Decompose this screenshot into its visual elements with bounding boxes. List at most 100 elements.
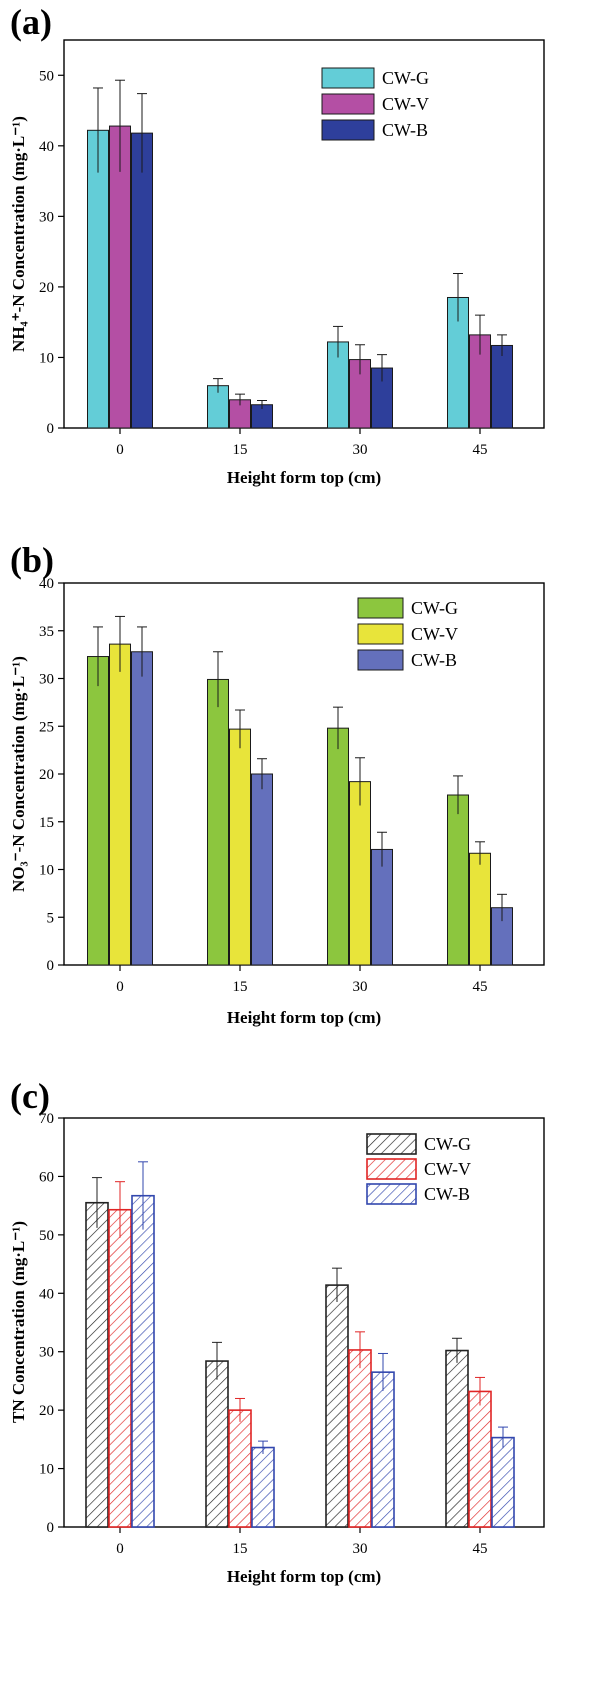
chart-panel-c: (c) 0 10 20 30 40 50 60 70 0 15 30 45 CW-G CW-V CW-B…	[9, 1076, 545, 1586]
error-bars-c	[92, 1161, 508, 1454]
legend-b: CW-G CW-V CW-B	[357, 597, 458, 671]
y-axis-title-b: NO₃⁻-N Concentration (mg·L⁻¹)	[9, 656, 28, 892]
y-tick-label: 25	[39, 719, 54, 735]
bar	[325, 1284, 349, 1528]
bar	[87, 656, 109, 966]
bar	[445, 1349, 469, 1528]
plot-frame-a	[63, 39, 545, 429]
x-tick-label: 0	[116, 1541, 124, 1557]
legend-label: CW-V	[382, 94, 429, 114]
y-tick-label: 20	[39, 767, 54, 783]
error-bars-a	[93, 79, 507, 409]
y-tick-label: 40	[39, 139, 54, 155]
panel-label-b: (b)	[10, 540, 54, 580]
bar	[205, 1360, 229, 1528]
legend-swatch	[366, 1133, 417, 1155]
y-tick-label: 40	[39, 576, 54, 592]
legend-c: CW-G CW-V CW-B	[366, 1133, 471, 1205]
bar	[109, 643, 131, 966]
legend-swatch	[366, 1183, 417, 1205]
bar	[468, 1390, 492, 1528]
x-axis-title-a: Height form top (cm)	[227, 468, 381, 487]
bar	[229, 728, 251, 966]
y-tick-label: 15	[39, 815, 54, 831]
chart-panel-a: (a) 0 10 20 30 40 50 0 15 30 45 CW-G CW-V CW-B Hei…	[9, 2, 545, 487]
legend-label: CW-G	[424, 1134, 471, 1154]
y-axis-title-c: TN Concentration (mg·L⁻¹)	[9, 1221, 28, 1423]
legend-swatch	[321, 93, 375, 115]
y-tick-label: 10	[39, 1462, 54, 1478]
x-axis-title-b: Height form top (cm)	[227, 1008, 381, 1027]
legend-swatch	[357, 649, 404, 671]
legend-swatch	[366, 1158, 417, 1180]
legend-label: CW-V	[411, 624, 458, 644]
legend-label: CW-V	[424, 1159, 471, 1179]
bar	[207, 678, 229, 966]
bar	[447, 794, 469, 966]
y-tick-label: 10	[39, 350, 54, 366]
legend-swatch	[357, 597, 404, 619]
bar	[131, 132, 153, 429]
x-tick-label: 30	[353, 442, 368, 458]
bar	[251, 1446, 275, 1528]
x-tick-label: 45	[473, 1541, 488, 1557]
legend-swatch	[321, 67, 375, 89]
bar	[108, 1208, 132, 1528]
panel-label-a: (a)	[10, 2, 52, 42]
bar	[491, 1436, 515, 1528]
x-tick-label: 15	[233, 442, 248, 458]
bar	[87, 129, 109, 429]
x-tick-label: 0	[116, 442, 124, 458]
y-tick-label: 20	[39, 1403, 54, 1419]
bar	[131, 1194, 155, 1528]
x-axis-title-c: Height form top (cm)	[227, 1567, 381, 1586]
y-tick-label: 30	[39, 1345, 54, 1361]
bar	[251, 773, 273, 966]
y-tick-label: 60	[39, 1169, 54, 1185]
plot-frame-c	[63, 1117, 545, 1528]
bar	[228, 1409, 252, 1528]
y-tick-label: 35	[39, 624, 54, 640]
y-tick-label: 50	[39, 68, 54, 84]
y-axis-b: 0 5 10 15 20 25 30 35 40	[39, 576, 64, 974]
bar	[327, 727, 349, 966]
legend-swatch	[357, 623, 404, 645]
x-tick-label: 15	[233, 979, 248, 995]
x-tick-label: 30	[353, 1541, 368, 1557]
bar	[349, 781, 371, 966]
legend-label: CW-G	[411, 598, 458, 618]
y-axis-c: 0 10 20 30 40 50 60 70	[39, 1111, 64, 1536]
bar	[371, 1371, 395, 1528]
y-tick-label: 10	[39, 863, 54, 879]
error-bars-b	[93, 615, 507, 922]
x-axis-a: 0 15 30 45	[116, 428, 488, 458]
x-tick-label: 45	[473, 979, 488, 995]
legend-label: CW-B	[411, 650, 457, 670]
y-tick-label: 5	[47, 910, 55, 926]
x-tick-label: 30	[353, 979, 368, 995]
legend-swatch	[321, 119, 375, 141]
y-tick-label: 20	[39, 280, 54, 296]
bars-a	[87, 125, 513, 429]
y-tick-label: 40	[39, 1286, 54, 1302]
bar	[491, 344, 513, 429]
bar	[85, 1201, 109, 1528]
y-tick-label: 0	[47, 958, 55, 974]
y-tick-label: 50	[39, 1228, 54, 1244]
legend-label: CW-B	[382, 120, 428, 140]
bar	[131, 651, 153, 966]
x-tick-label: 0	[116, 979, 124, 995]
legend-a: CW-G CW-V CW-B	[321, 67, 429, 141]
x-tick-label: 15	[233, 1541, 248, 1557]
x-axis-b: 0 15 30 45	[116, 965, 488, 995]
bar	[371, 848, 393, 966]
y-tick-label: 30	[39, 672, 54, 688]
y-axis-a: 0 10 20 30 40 50	[39, 68, 64, 437]
legend-label: CW-G	[382, 68, 429, 88]
x-axis-c: 0 15 30 45	[116, 1527, 488, 1557]
bars-c	[85, 1194, 515, 1528]
bar	[348, 1349, 372, 1528]
legend-label: CW-B	[424, 1184, 470, 1204]
y-tick-label: 30	[39, 209, 54, 225]
